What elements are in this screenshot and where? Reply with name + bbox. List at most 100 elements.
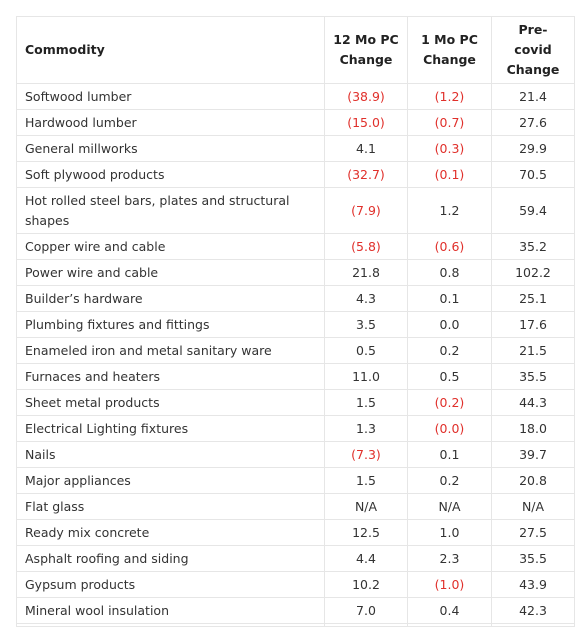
change-precovid-cell: 21.4 <box>491 83 575 110</box>
change-1mo-cell: 0.1 <box>407 285 492 312</box>
change-1mo-cell: N/A <box>407 493 492 520</box>
change-12mo-cell: (7.9) <box>324 187 408 234</box>
change-1mo-cell: (0.2) <box>407 389 492 416</box>
change-12mo-cell: 21.8 <box>324 259 408 286</box>
commodity-cell: Plumbing fixtures and fittings <box>16 311 325 338</box>
table-row: Soft plywood products (32.7) (0.1) 70.5 <box>16 161 575 188</box>
header-precovid-change: Pre-covid Change <box>491 16 575 84</box>
change-precovid-cell: 21.5 <box>491 337 575 364</box>
header-12mo-line2: Change <box>339 52 393 67</box>
change-1mo-cell: (0.0) <box>407 415 492 442</box>
change-1mo-cell: 1.2 <box>407 187 492 234</box>
edge-cell <box>491 623 575 627</box>
change-1mo-cell: 0.4 <box>407 597 492 624</box>
change-12mo-cell: 11.0 <box>324 363 408 390</box>
commodity-cell: Major appliances <box>16 467 325 494</box>
commodity-cell: Softwood lumber <box>16 83 325 110</box>
edge-cell <box>407 623 492 627</box>
edge-cell <box>324 623 408 627</box>
header-commodity: Commodity <box>16 16 325 84</box>
change-12mo-cell: 4.3 <box>324 285 408 312</box>
change-1mo-cell: 1.0 <box>407 519 492 546</box>
change-12mo-cell: 12.5 <box>324 519 408 546</box>
change-precovid-cell: 17.6 <box>491 311 575 338</box>
price-change-table-container: Commodity 12 Mo PC Change 1 Mo PC Change… <box>16 16 575 627</box>
change-12mo-cell: 4.4 <box>324 545 408 572</box>
change-1mo-cell: (1.2) <box>407 83 492 110</box>
change-precovid-cell: 39.7 <box>491 441 575 468</box>
change-precovid-cell: 29.9 <box>491 135 575 162</box>
change-precovid-cell: 59.4 <box>491 187 575 234</box>
change-precovid-cell: 18.0 <box>491 415 575 442</box>
change-precovid-cell: 102.2 <box>491 259 575 286</box>
commodity-cell: Builder’s hardware <box>16 285 325 312</box>
table-row: Electrical Lighting fixtures 1.3 (0.0) 18.0 <box>16 415 575 442</box>
change-1mo-cell: (0.7) <box>407 109 492 136</box>
commodity-cell: Copper wire and cable <box>16 233 325 260</box>
table-row: Major appliances 1.5 0.2 20.8 <box>16 467 575 494</box>
header-12mo-line1: 12 Mo PC <box>333 32 399 47</box>
change-1mo-cell: (0.1) <box>407 161 492 188</box>
change-12mo-cell: 1.5 <box>324 389 408 416</box>
table-row: Power wire and cable 21.8 0.8 102.2 <box>16 259 575 286</box>
change-12mo-cell: 0.5 <box>324 337 408 364</box>
commodity-cell: Hot rolled steel bars, plates and struct… <box>16 187 325 234</box>
table-row: Softwood lumber (38.9) (1.2) 21.4 <box>16 83 575 110</box>
change-precovid-cell: N/A <box>491 493 575 520</box>
table-row: Ready mix concrete 12.5 1.0 27.5 <box>16 519 575 546</box>
header-row: Commodity 12 Mo PC Change 1 Mo PC Change… <box>16 16 575 84</box>
header-1mo-line1: 1 Mo PC <box>421 32 478 47</box>
commodity-cell: Power wire and cable <box>16 259 325 286</box>
table-row: Nails (7.3) 0.1 39.7 <box>16 441 575 468</box>
change-1mo-cell: 0.8 <box>407 259 492 286</box>
change-precovid-cell: 25.1 <box>491 285 575 312</box>
table-header: Commodity 12 Mo PC Change 1 Mo PC Change… <box>16 16 575 84</box>
change-12mo-cell: 1.3 <box>324 415 408 442</box>
change-1mo-cell: (0.3) <box>407 135 492 162</box>
edge-cell <box>16 623 325 627</box>
change-precovid-cell: 42.3 <box>491 597 575 624</box>
change-12mo-cell: (7.3) <box>324 441 408 468</box>
change-12mo-cell: (32.7) <box>324 161 408 188</box>
header-12mo-change: 12 Mo PC Change <box>324 16 408 84</box>
commodity-cell: Flat glass <box>16 493 325 520</box>
change-precovid-cell: 35.5 <box>491 545 575 572</box>
commodity-cell: Asphalt roofing and siding <box>16 545 325 572</box>
table-row: Furnaces and heaters 11.0 0.5 35.5 <box>16 363 575 390</box>
commodity-cell: Ready mix concrete <box>16 519 325 546</box>
table-row: Flat glass N/A N/A N/A <box>16 493 575 520</box>
commodity-cell: General millworks <box>16 135 325 162</box>
table-row: Gypsum products 10.2 (1.0) 43.9 <box>16 571 575 598</box>
table-row: Builder’s hardware 4.3 0.1 25.1 <box>16 285 575 312</box>
change-precovid-cell: 35.2 <box>491 233 575 260</box>
table-row: Hot rolled steel bars, plates and struct… <box>16 187 575 234</box>
change-1mo-cell: 0.0 <box>407 311 492 338</box>
change-12mo-cell: 10.2 <box>324 571 408 598</box>
header-1mo-line2: Change <box>423 52 476 67</box>
change-12mo-cell: (5.8) <box>324 233 408 260</box>
change-precovid-cell: 35.5 <box>491 363 575 390</box>
change-12mo-cell: (38.9) <box>324 83 408 110</box>
table-row: Copper wire and cable (5.8) (0.6) 35.2 <box>16 233 575 260</box>
change-1mo-cell: 0.1 <box>407 441 492 468</box>
commodity-cell: Furnaces and heaters <box>16 363 325 390</box>
table-row: Asphalt roofing and siding 4.4 2.3 35.5 <box>16 545 575 572</box>
change-12mo-cell: 1.5 <box>324 467 408 494</box>
change-precovid-cell: 20.8 <box>491 467 575 494</box>
change-1mo-cell: 0.5 <box>407 363 492 390</box>
change-1mo-cell: 2.3 <box>407 545 492 572</box>
header-precovid-line1: Pre-covid <box>514 22 552 57</box>
change-precovid-cell: 27.6 <box>491 109 575 136</box>
change-precovid-cell: 44.3 <box>491 389 575 416</box>
change-12mo-cell: N/A <box>324 493 408 520</box>
table-row: Sheet metal products 1.5 (0.2) 44.3 <box>16 389 575 416</box>
change-precovid-cell: 43.9 <box>491 571 575 598</box>
commodity-cell: Mineral wool insulation <box>16 597 325 624</box>
change-1mo-cell: 0.2 <box>407 467 492 494</box>
commodity-cell: Electrical Lighting fixtures <box>16 415 325 442</box>
change-1mo-cell: (0.6) <box>407 233 492 260</box>
commodity-cell: Hardwood lumber <box>16 109 325 136</box>
table-row: Plumbing fixtures and fittings 3.5 0.0 17.6 <box>16 311 575 338</box>
commodity-cell: Nails <box>16 441 325 468</box>
table-body: Softwood lumber (38.9) (1.2) 21.4 Hardwood l… <box>16 83 575 627</box>
